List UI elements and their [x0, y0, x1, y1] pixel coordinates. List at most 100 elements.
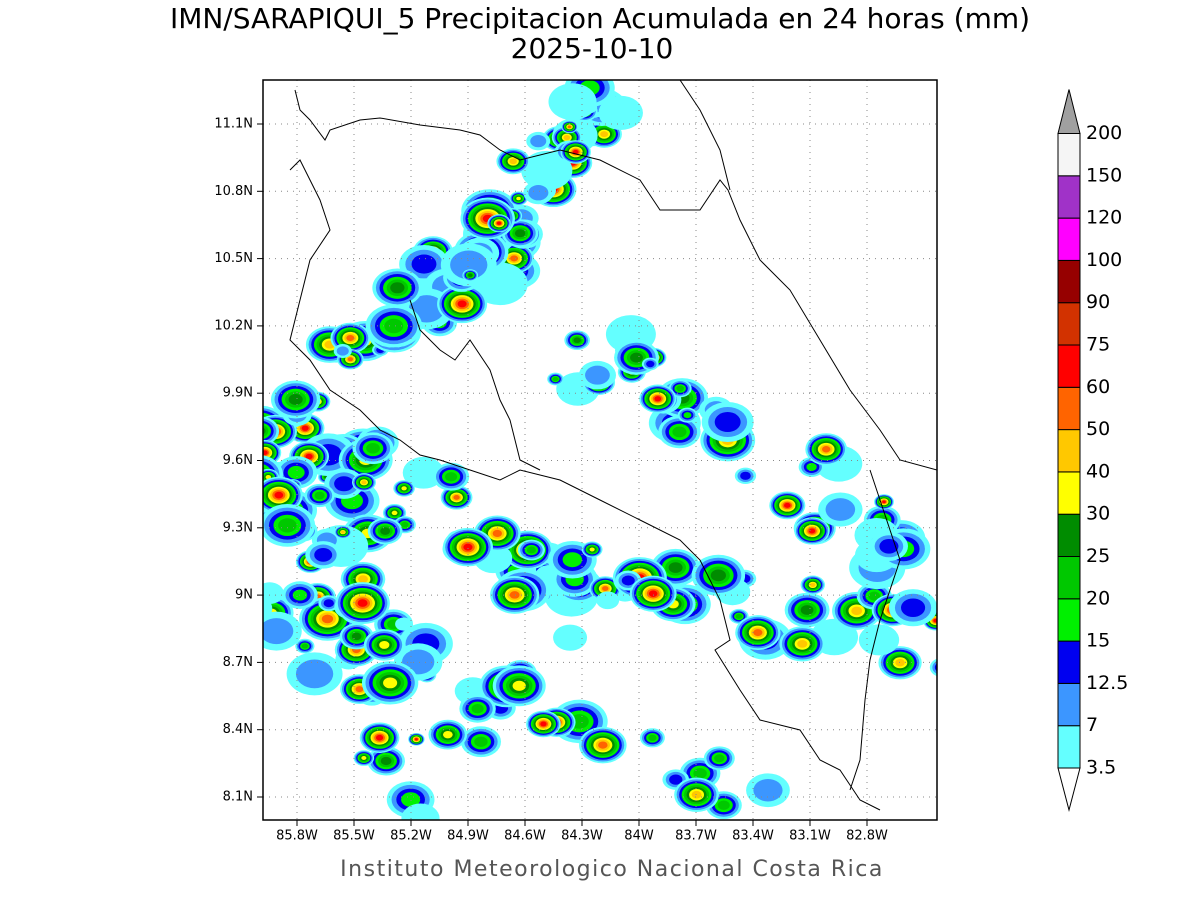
- title: IMN/SARAPIQUI_5 Precipitacion Acumulada …: [170, 2, 1030, 35]
- rain-cell: [450, 250, 488, 280]
- y-tick-label: 10.5N: [214, 251, 253, 266]
- rain-cell: [784, 502, 791, 508]
- y-tick-label: 11.1N: [214, 117, 253, 132]
- rain-cell: [263, 450, 268, 456]
- colorbar-band: [1057, 513, 1081, 558]
- rain-cell: [933, 618, 937, 623]
- rain-cell: [530, 134, 547, 148]
- colorbar-band: [1057, 217, 1081, 261]
- rain-cell: [797, 639, 808, 648]
- rain-cell: [361, 480, 367, 485]
- rain-cell: [512, 680, 526, 691]
- rain-cell: [691, 790, 702, 799]
- rain-cell: [514, 229, 526, 238]
- rain-cell: [401, 486, 407, 491]
- colorbar-label: 40: [1086, 460, 1110, 482]
- rain-cell: [305, 453, 313, 460]
- plot-frame: [262, 79, 938, 821]
- rain-cell: [510, 255, 519, 262]
- colorbar-label: 25: [1086, 545, 1110, 567]
- border: [409, 299, 541, 471]
- rain-cell: [492, 529, 502, 537]
- rain-cell: [358, 575, 368, 583]
- rain-cell: [589, 547, 595, 552]
- rain-cell: [825, 498, 856, 521]
- rain-cell: [355, 686, 364, 693]
- rain-cell: [822, 446, 831, 453]
- rain-cell: [710, 569, 727, 582]
- rain-cell: [391, 510, 398, 516]
- rain-cell: [521, 150, 573, 191]
- rain-cell: [380, 756, 392, 766]
- rain-cell: [361, 756, 367, 761]
- rain-cell: [263, 425, 269, 437]
- rain-cell: [516, 196, 521, 201]
- rain-cell: [717, 837, 725, 843]
- rain-cell: [937, 664, 947, 672]
- colorbar-label: 90: [1086, 291, 1110, 313]
- rain-cell: [858, 624, 900, 656]
- x-tick-label: 84.9W: [447, 829, 489, 844]
- colorbar-band: [1057, 471, 1081, 515]
- rain-cell: [357, 599, 368, 607]
- border: [679, 80, 731, 191]
- x-tick-label: 85.5W: [333, 829, 375, 844]
- rain-cell: [668, 562, 683, 573]
- rain-cell: [552, 376, 559, 382]
- rain-cell: [806, 463, 817, 471]
- border: [849, 469, 901, 791]
- colorbar-label: 3.5: [1086, 757, 1116, 779]
- rain-cell: [895, 659, 905, 667]
- rain-cell: [334, 476, 354, 492]
- rain-cell: [714, 754, 725, 763]
- y-tick-label: 9.6N: [223, 453, 253, 468]
- rain-cell: [471, 704, 484, 714]
- rain-cell: [648, 734, 657, 742]
- rain-cell: [453, 494, 460, 500]
- rain-cell: [375, 734, 384, 741]
- coastline: [294, 89, 937, 471]
- subtitle: 2025-10-10: [511, 32, 674, 65]
- colorbar-band: [1057, 302, 1081, 346]
- rain-cell: [401, 521, 409, 528]
- rain-cell: [336, 346, 349, 356]
- rain-cell: [596, 591, 620, 610]
- rain-cell: [683, 412, 692, 419]
- footer-credit: Instituto Meteorologico Nacional Costa R…: [340, 857, 884, 882]
- rain-cell: [509, 591, 520, 599]
- rain-cell: [443, 730, 453, 739]
- coastlines: [289, 80, 937, 811]
- colorbar-band: [1057, 556, 1081, 600]
- colorbar-label: 15: [1086, 630, 1110, 652]
- rain-cell: [287, 465, 305, 479]
- axes: 85.8W 85.5W 85.2W 84.9W 84.6W 84.3W 84W 83.7W 83…: [214, 117, 888, 844]
- rain-cell: [295, 659, 334, 689]
- x-tick-label: 84.6W: [504, 829, 546, 844]
- x-tick-label: 84W: [624, 829, 654, 844]
- rain-cell: [526, 546, 536, 554]
- coastline: [289, 159, 881, 811]
- rain-cell: [562, 552, 583, 568]
- rain-cell: [301, 425, 309, 431]
- x-tick-label: 85.8W: [276, 829, 318, 844]
- rain-cell: [457, 300, 467, 308]
- rain-cell: [672, 426, 687, 438]
- rain-cell: [509, 158, 517, 165]
- colorbar-band: [1057, 175, 1081, 219]
- rain-cell: [263, 582, 284, 605]
- rain-cell: [380, 527, 391, 535]
- rain-cell: [263, 618, 294, 645]
- colorbar-under: [1057, 767, 1081, 812]
- rain-cell: [745, 843, 758, 853]
- colorbar-label: 30: [1086, 503, 1110, 525]
- rain-cell: [278, 518, 297, 533]
- rain-cell: [868, 591, 881, 601]
- y-tick-label: 8.1N: [223, 790, 253, 805]
- rain-cell: [753, 629, 763, 637]
- rain-cell: [401, 803, 440, 820]
- rain-cell: [573, 337, 581, 344]
- rain-cell: [753, 779, 783, 802]
- rain-cell: [810, 582, 816, 587]
- y-tick-label: 9N: [235, 588, 253, 603]
- x-tick-label: 83.1W: [789, 829, 831, 844]
